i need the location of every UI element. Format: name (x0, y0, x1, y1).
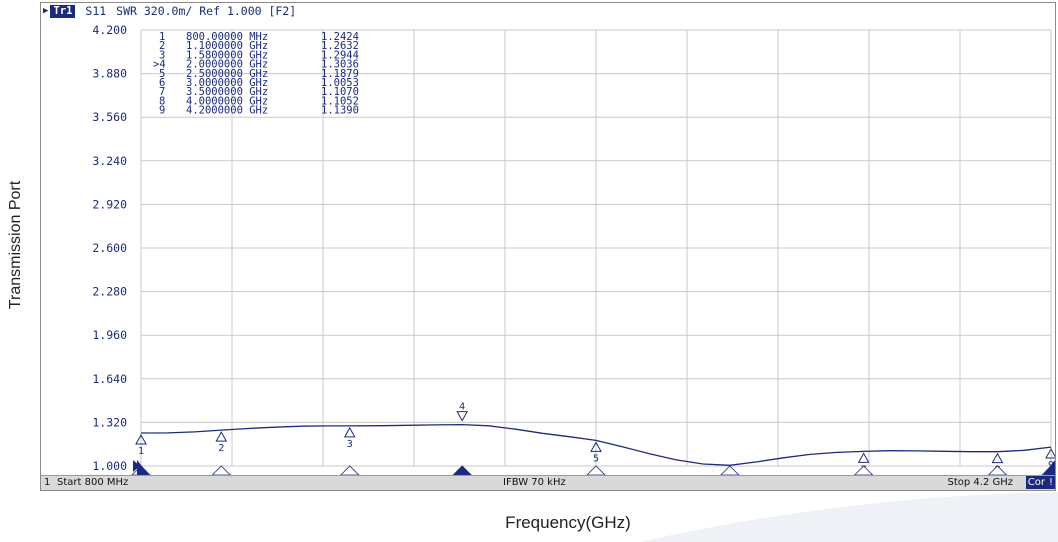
analyzer-display: ▶ Tr1 S11 SWR 320.0m/ Ref 1.000 [F2] 4.2… (40, 2, 1056, 491)
marker-triangle-icon (991, 452, 1004, 464)
y-tick-label: 1.960 (92, 328, 127, 342)
marker-table-frequency: 2.5000000 GHz (186, 68, 268, 80)
background-swoosh-shape (640, 492, 1058, 542)
marker-stimulus-triangle-icon (452, 465, 473, 476)
marker-stimulus-triangle-icon (339, 465, 360, 476)
status-stop-frequency[interactable]: Stop 4.2 GHz (947, 477, 1013, 488)
marker-table-frequency: 4.2000000 GHz (186, 105, 268, 117)
marker-stimulus-triangle-icon (719, 465, 740, 476)
marker-label: 1 (138, 446, 144, 457)
marker-label: 2 (218, 443, 224, 454)
trace-header: ▶ Tr1 S11 SWR 320.0m/ Ref 1.000 [F2] (41, 3, 1055, 19)
y-tick-label: 4.200 (92, 23, 127, 37)
y-tick-label: 2.600 (92, 241, 127, 255)
stop-boundary-arrow-icon (1043, 460, 1055, 475)
marker-triangle-icon (456, 411, 469, 422)
status-channel[interactable]: 1 (44, 477, 51, 488)
y-tick-label: 3.560 (92, 110, 127, 124)
marker-table-frequency: 1.5800000 GHz (186, 49, 268, 61)
trace-format[interactable]: SWR 320.0m/ Ref 1.000 [F2] (116, 4, 297, 18)
marker-table-frequency: 800.00000 MHz (186, 31, 268, 43)
marker-triangle-icon (857, 452, 870, 463)
status-start-frequency[interactable]: Start 800 MHz (57, 477, 129, 488)
marker-triangle-icon (1045, 448, 1055, 459)
marker-table-frequency: 1.1000000 GHz (186, 40, 268, 52)
marker-table-value: 1.0053 (321, 77, 359, 89)
marker-table-frequency: 3.5000000 GHz (186, 86, 268, 98)
trace-line-s11 (140, 423, 1052, 466)
marker-table-value: 1.1052 (321, 95, 359, 107)
marker-triangle-icon (135, 433, 147, 445)
marker-triangle-icon (590, 441, 602, 452)
marker-table-id: 8 (159, 95, 165, 107)
trace-parameter[interactable]: S11 (85, 4, 107, 18)
status-warning-flag: ! (1046, 476, 1055, 489)
marker-triangle-icon (215, 431, 228, 442)
trace-badge[interactable]: Tr1 (50, 4, 76, 18)
marker-stimulus-triangle-icon (853, 465, 874, 476)
marker-label: 3 (347, 439, 353, 450)
y-axis-title: Transmission Port (7, 180, 24, 310)
start-boundary-arrow-icon (137, 460, 149, 475)
y-tick-label: 2.920 (92, 197, 127, 211)
marker-table-value: 1.3036 (321, 59, 359, 71)
marker-stimulus-triangle-icon (987, 465, 1008, 476)
marker-table-value: 1.1390 (321, 105, 359, 117)
marker-triangle-icon (343, 426, 356, 438)
marker-table-frequency: 3.0000000 GHz (186, 77, 268, 89)
trace-active-arrow-icon: ▶ (43, 6, 49, 16)
y-tick-label: 1.000 (92, 459, 127, 473)
x-axis-title: Frequency(GHz) (505, 513, 631, 532)
marker-stimulus-triangle-icon (211, 465, 232, 476)
status-bar: 1 Start 800 MHz IFBW 70 kHz Stop 4.2 GHz… (41, 475, 1055, 490)
chart-canvas: 4.200 3.880 3.560 3.240 2.920 2.600 2.280 1.960… (92, 23, 1055, 477)
marker-table-id: 1 (159, 31, 165, 43)
marker-stimulus-triangle-icon (586, 465, 606, 476)
reference-level-arrow-icon (133, 460, 140, 472)
status-correction-badge[interactable]: Cor (1025, 476, 1047, 489)
status-ifbw[interactable]: IFBW 70 kHz (503, 477, 566, 488)
marker-table-value: 1.2424 (321, 31, 359, 43)
marker-table-id: 3 (159, 49, 165, 61)
marker-label: 5 (593, 453, 599, 464)
marker-table-value: 1.1070 (321, 86, 359, 98)
marker-label: 4 (459, 402, 465, 413)
y-tick-label: 1.640 (92, 372, 127, 386)
marker-table-id: 6 (159, 77, 165, 89)
marker-table-id: 9 (159, 105, 165, 117)
marker-table-value: 1.2944 (321, 49, 359, 61)
marker-table-id: 7 (159, 86, 165, 98)
marker-table-id: >4 (153, 59, 166, 71)
marker-table-value: 1.1879 (321, 68, 359, 80)
y-tick-label: 1.320 (92, 415, 127, 429)
marker-table-frequency: 2.0000000 GHz (186, 59, 268, 71)
marker-table-id: 2 (159, 40, 165, 52)
marker-table-id: 5 (159, 68, 165, 80)
y-tick-label: 2.280 (92, 285, 127, 299)
y-tick-label: 3.240 (92, 154, 127, 168)
marker-table-frequency: 4.0000000 GHz (186, 95, 268, 107)
marker-table-value: 1.2632 (321, 40, 359, 52)
y-tick-label: 3.880 (92, 67, 127, 81)
